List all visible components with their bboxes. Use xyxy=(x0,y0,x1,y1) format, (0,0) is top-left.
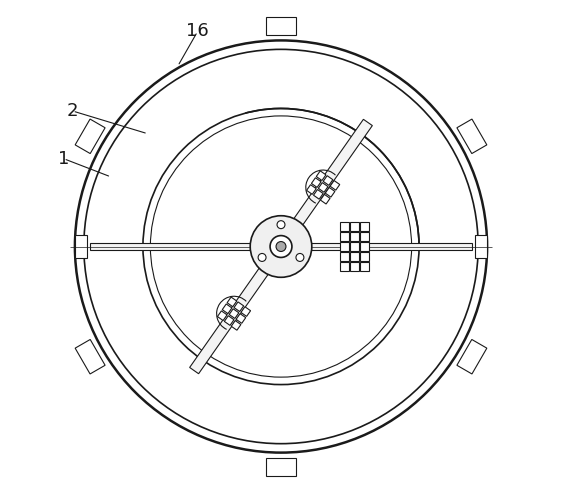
Text: 16: 16 xyxy=(186,22,209,40)
Polygon shape xyxy=(241,307,251,316)
Text: 1: 1 xyxy=(58,149,69,168)
Polygon shape xyxy=(350,223,359,231)
Polygon shape xyxy=(266,17,296,35)
Circle shape xyxy=(270,236,292,257)
Polygon shape xyxy=(75,119,105,153)
Polygon shape xyxy=(266,458,296,476)
Circle shape xyxy=(250,216,312,277)
Polygon shape xyxy=(360,243,369,250)
Polygon shape xyxy=(189,120,373,374)
Polygon shape xyxy=(474,236,487,257)
Polygon shape xyxy=(350,252,359,260)
Polygon shape xyxy=(350,233,359,241)
Polygon shape xyxy=(360,262,369,270)
Circle shape xyxy=(258,253,266,261)
Polygon shape xyxy=(316,171,326,180)
Polygon shape xyxy=(341,262,349,270)
Polygon shape xyxy=(217,311,227,321)
Polygon shape xyxy=(307,185,316,194)
Polygon shape xyxy=(330,181,340,190)
Polygon shape xyxy=(457,119,487,153)
Polygon shape xyxy=(360,252,369,260)
Polygon shape xyxy=(231,321,241,330)
Polygon shape xyxy=(341,233,349,241)
Circle shape xyxy=(276,242,286,251)
Polygon shape xyxy=(314,190,323,199)
Polygon shape xyxy=(236,314,246,323)
Polygon shape xyxy=(350,243,359,250)
Polygon shape xyxy=(224,316,234,325)
Polygon shape xyxy=(311,178,321,187)
Polygon shape xyxy=(360,223,369,231)
Polygon shape xyxy=(222,304,232,314)
Polygon shape xyxy=(90,243,472,250)
Polygon shape xyxy=(457,340,487,374)
Polygon shape xyxy=(229,309,239,318)
Polygon shape xyxy=(323,176,333,185)
Polygon shape xyxy=(325,187,335,197)
Circle shape xyxy=(296,253,304,261)
Polygon shape xyxy=(341,223,349,231)
Polygon shape xyxy=(75,236,88,257)
Polygon shape xyxy=(75,340,105,374)
Polygon shape xyxy=(341,243,349,250)
Polygon shape xyxy=(320,194,330,204)
Polygon shape xyxy=(234,302,244,312)
Polygon shape xyxy=(227,297,237,307)
Polygon shape xyxy=(318,183,328,192)
Polygon shape xyxy=(360,233,369,241)
Polygon shape xyxy=(341,252,349,260)
Polygon shape xyxy=(350,262,359,270)
Text: 2: 2 xyxy=(67,102,78,120)
Circle shape xyxy=(277,221,285,229)
